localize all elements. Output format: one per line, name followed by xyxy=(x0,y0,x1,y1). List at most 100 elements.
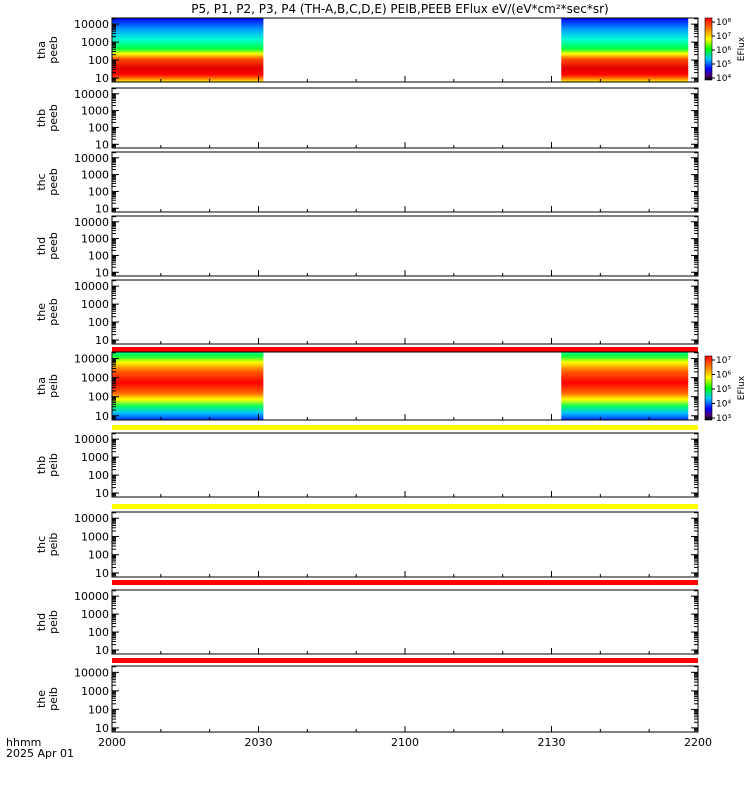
spectrogram-block-2 xyxy=(561,18,689,82)
panel-thc-peib: 10 100 1000 10000 thc peib xyxy=(35,511,699,585)
colorbar-tick-label: 10⁷ xyxy=(716,32,731,42)
y-tick-label: 10000 xyxy=(74,18,109,31)
status-bar-red xyxy=(112,658,698,663)
colorbar-tick-label: 10³ xyxy=(716,414,731,424)
panel-label-product: peib xyxy=(47,687,60,711)
panel-label-probe: thd xyxy=(35,613,48,631)
panel-label-probe: thb xyxy=(35,456,48,474)
panel-label-product: peeb xyxy=(47,168,60,196)
panel-thd-peib: 10 100 1000 10000 thd peib xyxy=(35,589,699,663)
y-tick-label: 1000 xyxy=(81,105,109,118)
x-tick-label: 2130 xyxy=(538,736,566,749)
y-tick-label: 1000 xyxy=(81,530,109,543)
colorbar-1: 10⁴ 10⁵ 10⁶ 10⁷ 10⁸ EFlux xyxy=(704,17,747,84)
y-tick-label: 10000 xyxy=(74,666,109,679)
y-tick-label: 10 xyxy=(95,644,109,657)
panel-thb-peib: 10 100 1000 10000 thb peib xyxy=(35,432,699,509)
plot-title: P5, P1, P2, P3, P4 (TH-A,B,C,D,E) PEIB,P… xyxy=(191,2,608,16)
y-tick-label: 100 xyxy=(88,316,109,329)
y-tick-label: 10000 xyxy=(74,152,109,165)
y-tick-label: 1000 xyxy=(81,169,109,182)
y-tick-label: 100 xyxy=(88,249,109,262)
y-tick-label: 100 xyxy=(88,185,109,198)
y-tick-label: 100 xyxy=(88,703,109,716)
panel-frame xyxy=(111,279,699,345)
y-tick-label: 10000 xyxy=(74,88,109,101)
colorbar-gradient xyxy=(704,355,713,421)
panel-label-product: peeb xyxy=(47,298,60,326)
status-bar-red xyxy=(112,580,698,585)
status-bar-yellow xyxy=(112,504,698,509)
panel-frame xyxy=(111,87,699,149)
colorbar-tick-label: 10⁵ xyxy=(716,385,731,395)
colorbar-tick-label: 10⁴ xyxy=(716,74,731,84)
y-tick-label: 10 xyxy=(95,266,109,279)
panel-label-probe: thd xyxy=(35,237,48,255)
panel-label-product: peeb xyxy=(47,104,60,132)
spectrogram-block-1 xyxy=(112,352,264,420)
colorbar-2: 10³ 10⁴ 10⁵ 10⁶ 10⁷ EFlux xyxy=(704,355,747,424)
y-tick-label: 1000 xyxy=(81,298,109,311)
y-tick-label: 10 xyxy=(95,567,109,580)
colorbar-label: EFlux xyxy=(737,36,747,61)
colorbar-tick-label: 10⁶ xyxy=(716,46,731,56)
x-tick-label: 2030 xyxy=(245,736,273,749)
y-tick-label: 100 xyxy=(88,469,109,482)
y-tick-label: 1000 xyxy=(81,233,109,246)
status-bar-yellow xyxy=(112,425,698,430)
panel-frame xyxy=(111,215,699,277)
y-tick-label: 10 xyxy=(95,487,109,500)
panel-label-product: peib xyxy=(47,453,60,477)
spectrogram-block-2 xyxy=(561,352,689,420)
y-tick-label: 100 xyxy=(88,549,109,562)
panel-thb-peeb: 10 100 1000 10000 thb peeb xyxy=(35,87,699,151)
panel-label-product: peib xyxy=(47,374,60,398)
y-tick-label: 10 xyxy=(95,202,109,215)
panel-the-peib: 10 100 1000 10000 the peib xyxy=(35,665,699,735)
x-tick-label: 2200 xyxy=(684,736,712,749)
colorbar-tick-label: 10⁷ xyxy=(716,356,731,366)
y-tick-label: 10000 xyxy=(74,512,109,525)
panel-label-probe: the xyxy=(35,690,48,708)
y-tick-label: 100 xyxy=(88,391,109,404)
x-axis-date: 2025 Apr 01 xyxy=(6,747,74,760)
status-bar-red xyxy=(112,347,698,352)
colorbar-tick-label: 10⁶ xyxy=(716,371,731,381)
colorbar-label: EFlux xyxy=(737,375,747,400)
panel-label-probe: thc xyxy=(35,536,48,553)
panel-label-probe: tha xyxy=(35,41,48,59)
y-tick-label: 1000 xyxy=(81,451,109,464)
x-tick-label: 2100 xyxy=(391,736,419,749)
panel-thd-peeb: 10 100 1000 10000 thd peeb xyxy=(35,215,699,279)
y-tick-label: 100 xyxy=(88,121,109,134)
y-tick-label: 10 xyxy=(95,138,109,151)
colorbar-gradient xyxy=(704,17,713,81)
panel-label-probe: the xyxy=(35,303,48,321)
x-tick-label: 2000 xyxy=(98,736,126,749)
y-tick-label: 10000 xyxy=(74,353,109,366)
panel-frame xyxy=(111,665,699,733)
y-tick-label: 10000 xyxy=(74,216,109,229)
colorbar-tick-label: 10⁴ xyxy=(716,400,731,410)
panel-the-peeb: 10 100 1000 10000 the peeb xyxy=(35,279,699,352)
panel-label-probe: thb xyxy=(35,109,48,127)
y-tick-label: 1000 xyxy=(81,685,109,698)
y-tick-label: 10 xyxy=(95,72,109,85)
colorbar-tick-label: 10⁵ xyxy=(716,60,731,70)
panel-label-product: peib xyxy=(47,533,60,557)
y-tick-label: 100 xyxy=(88,626,109,639)
colorbar-tick-label: 10⁸ xyxy=(716,18,731,28)
panel-label-probe: thc xyxy=(35,173,48,190)
x-axis-label: hhmm xyxy=(6,736,41,749)
y-tick-label: 10 xyxy=(95,722,109,735)
panel-tha-peib: 10 100 1000 10000 tha peib xyxy=(35,351,699,430)
panel-frame xyxy=(111,151,699,213)
y-tick-label: 100 xyxy=(88,54,109,67)
y-tick-label: 10 xyxy=(95,410,109,423)
panel-label-probe: tha xyxy=(35,377,48,395)
panel-tha-peeb: 10 100 1000 10000 tha peeb xyxy=(35,17,699,85)
panel-label-product: peib xyxy=(47,610,60,634)
spectrogram-block-1 xyxy=(112,18,264,82)
y-tick-label: 1000 xyxy=(81,608,109,621)
